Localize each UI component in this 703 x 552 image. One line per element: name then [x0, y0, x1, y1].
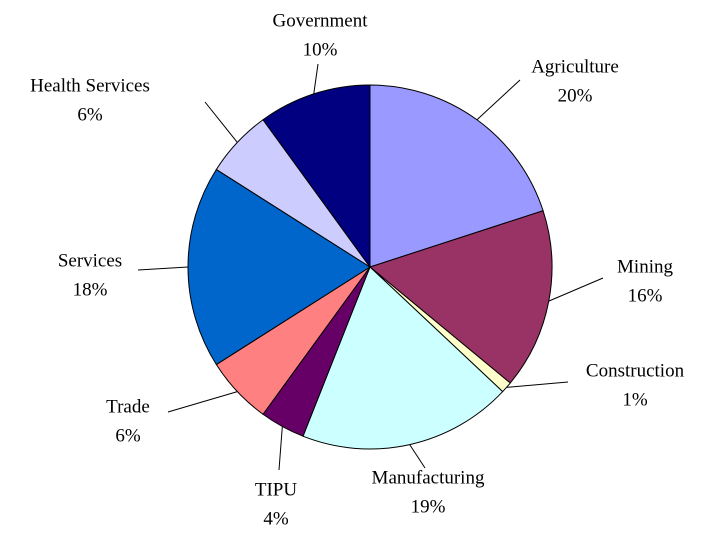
pie-slice	[262, 84, 371, 269]
leader-line	[476, 79, 521, 121]
leader-line	[278, 426, 283, 471]
slice-label: TIPU	[255, 479, 298, 500]
slice-value-label: 1%	[622, 389, 648, 410]
leader-line	[313, 63, 319, 94]
slice-value-label: 18%	[73, 279, 108, 300]
leader-line	[409, 444, 426, 469]
slice-label: Manufacturing	[372, 467, 485, 488]
slice-label: Trade	[106, 396, 150, 417]
slice-value-label: 16%	[628, 285, 663, 306]
slice-value-label: 20%	[558, 85, 593, 106]
leader-line	[137, 266, 189, 271]
leader-line	[506, 381, 569, 388]
slice-value-label: 6%	[115, 425, 141, 446]
pie-slice	[302, 266, 504, 450]
pie-slice	[368, 210, 553, 384]
leader-line	[548, 277, 604, 302]
pie-slice	[187, 168, 371, 366]
slice-label: Services	[58, 250, 122, 271]
leader-line	[204, 101, 238, 143]
slice-label: Health Services	[30, 75, 150, 96]
leader-line	[167, 391, 238, 413]
slice-label: Government	[273, 10, 369, 31]
slice-value-label: 10%	[303, 39, 338, 60]
slice-value-label: 4%	[263, 508, 289, 529]
slice-label: Mining	[617, 256, 673, 277]
slice-value-label: 19%	[411, 496, 446, 517]
slice-label: Construction	[586, 360, 685, 381]
slice-value-label: 6%	[77, 104, 103, 125]
slice-label: Agriculture	[531, 56, 619, 77]
pie-slice	[369, 84, 544, 268]
